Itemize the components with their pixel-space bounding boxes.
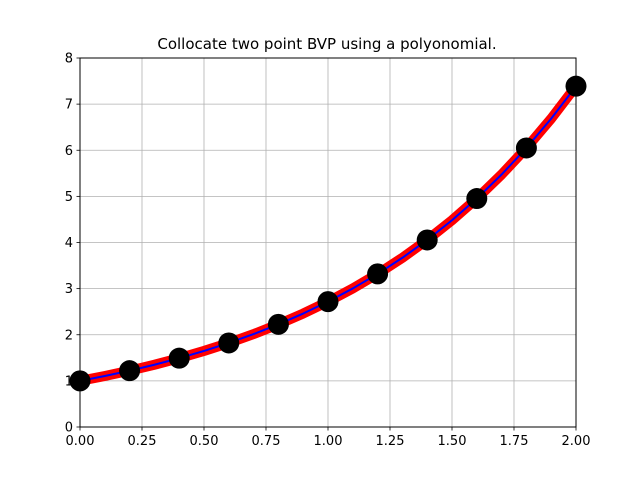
data-point-marker: [267, 313, 289, 335]
x-tick-label: 0.25: [128, 434, 157, 449]
y-axis: 0 1 2 3 4 5 6 7 8: [65, 52, 80, 436]
data-point-marker: [119, 360, 141, 382]
chart-title: Collocate two point BVP using a polyonom…: [157, 35, 496, 53]
x-tick-label: 0.50: [190, 434, 219, 449]
plot-area: [69, 75, 587, 392]
y-tick-label: 8: [65, 52, 73, 67]
y-tick-label: 7: [65, 98, 73, 113]
data-point-marker: [515, 137, 537, 159]
x-tick-label: 1.25: [376, 434, 405, 449]
x-tick-label: 2.00: [562, 434, 591, 449]
data-point-marker: [466, 188, 488, 210]
grid: [79, 57, 577, 428]
y-tick-label: 4: [65, 236, 73, 251]
y-tick-label: 5: [65, 190, 73, 205]
y-tick-label: 0: [65, 421, 73, 436]
data-point-marker: [416, 229, 438, 251]
data-point-marker: [218, 332, 240, 354]
y-tick-label: 3: [65, 282, 73, 297]
data-point-marker: [367, 263, 389, 285]
x-tick-label: 1.00: [314, 434, 343, 449]
y-tick-label: 2: [65, 328, 73, 343]
data-point-marker: [317, 291, 339, 313]
x-tick-label: 1.50: [438, 434, 467, 449]
x-tick-label: 1.75: [500, 434, 529, 449]
y-tick-label: 6: [65, 144, 73, 159]
x-tick-label: 0.00: [66, 434, 95, 449]
y-tick-label: 1: [65, 374, 73, 389]
x-tick-label: 0.75: [252, 434, 281, 449]
data-point-marker: [168, 347, 190, 369]
x-axis: 0.00 0.25 0.50 0.75 1.00 1.25 1.50 1.75 2.00: [66, 427, 591, 449]
